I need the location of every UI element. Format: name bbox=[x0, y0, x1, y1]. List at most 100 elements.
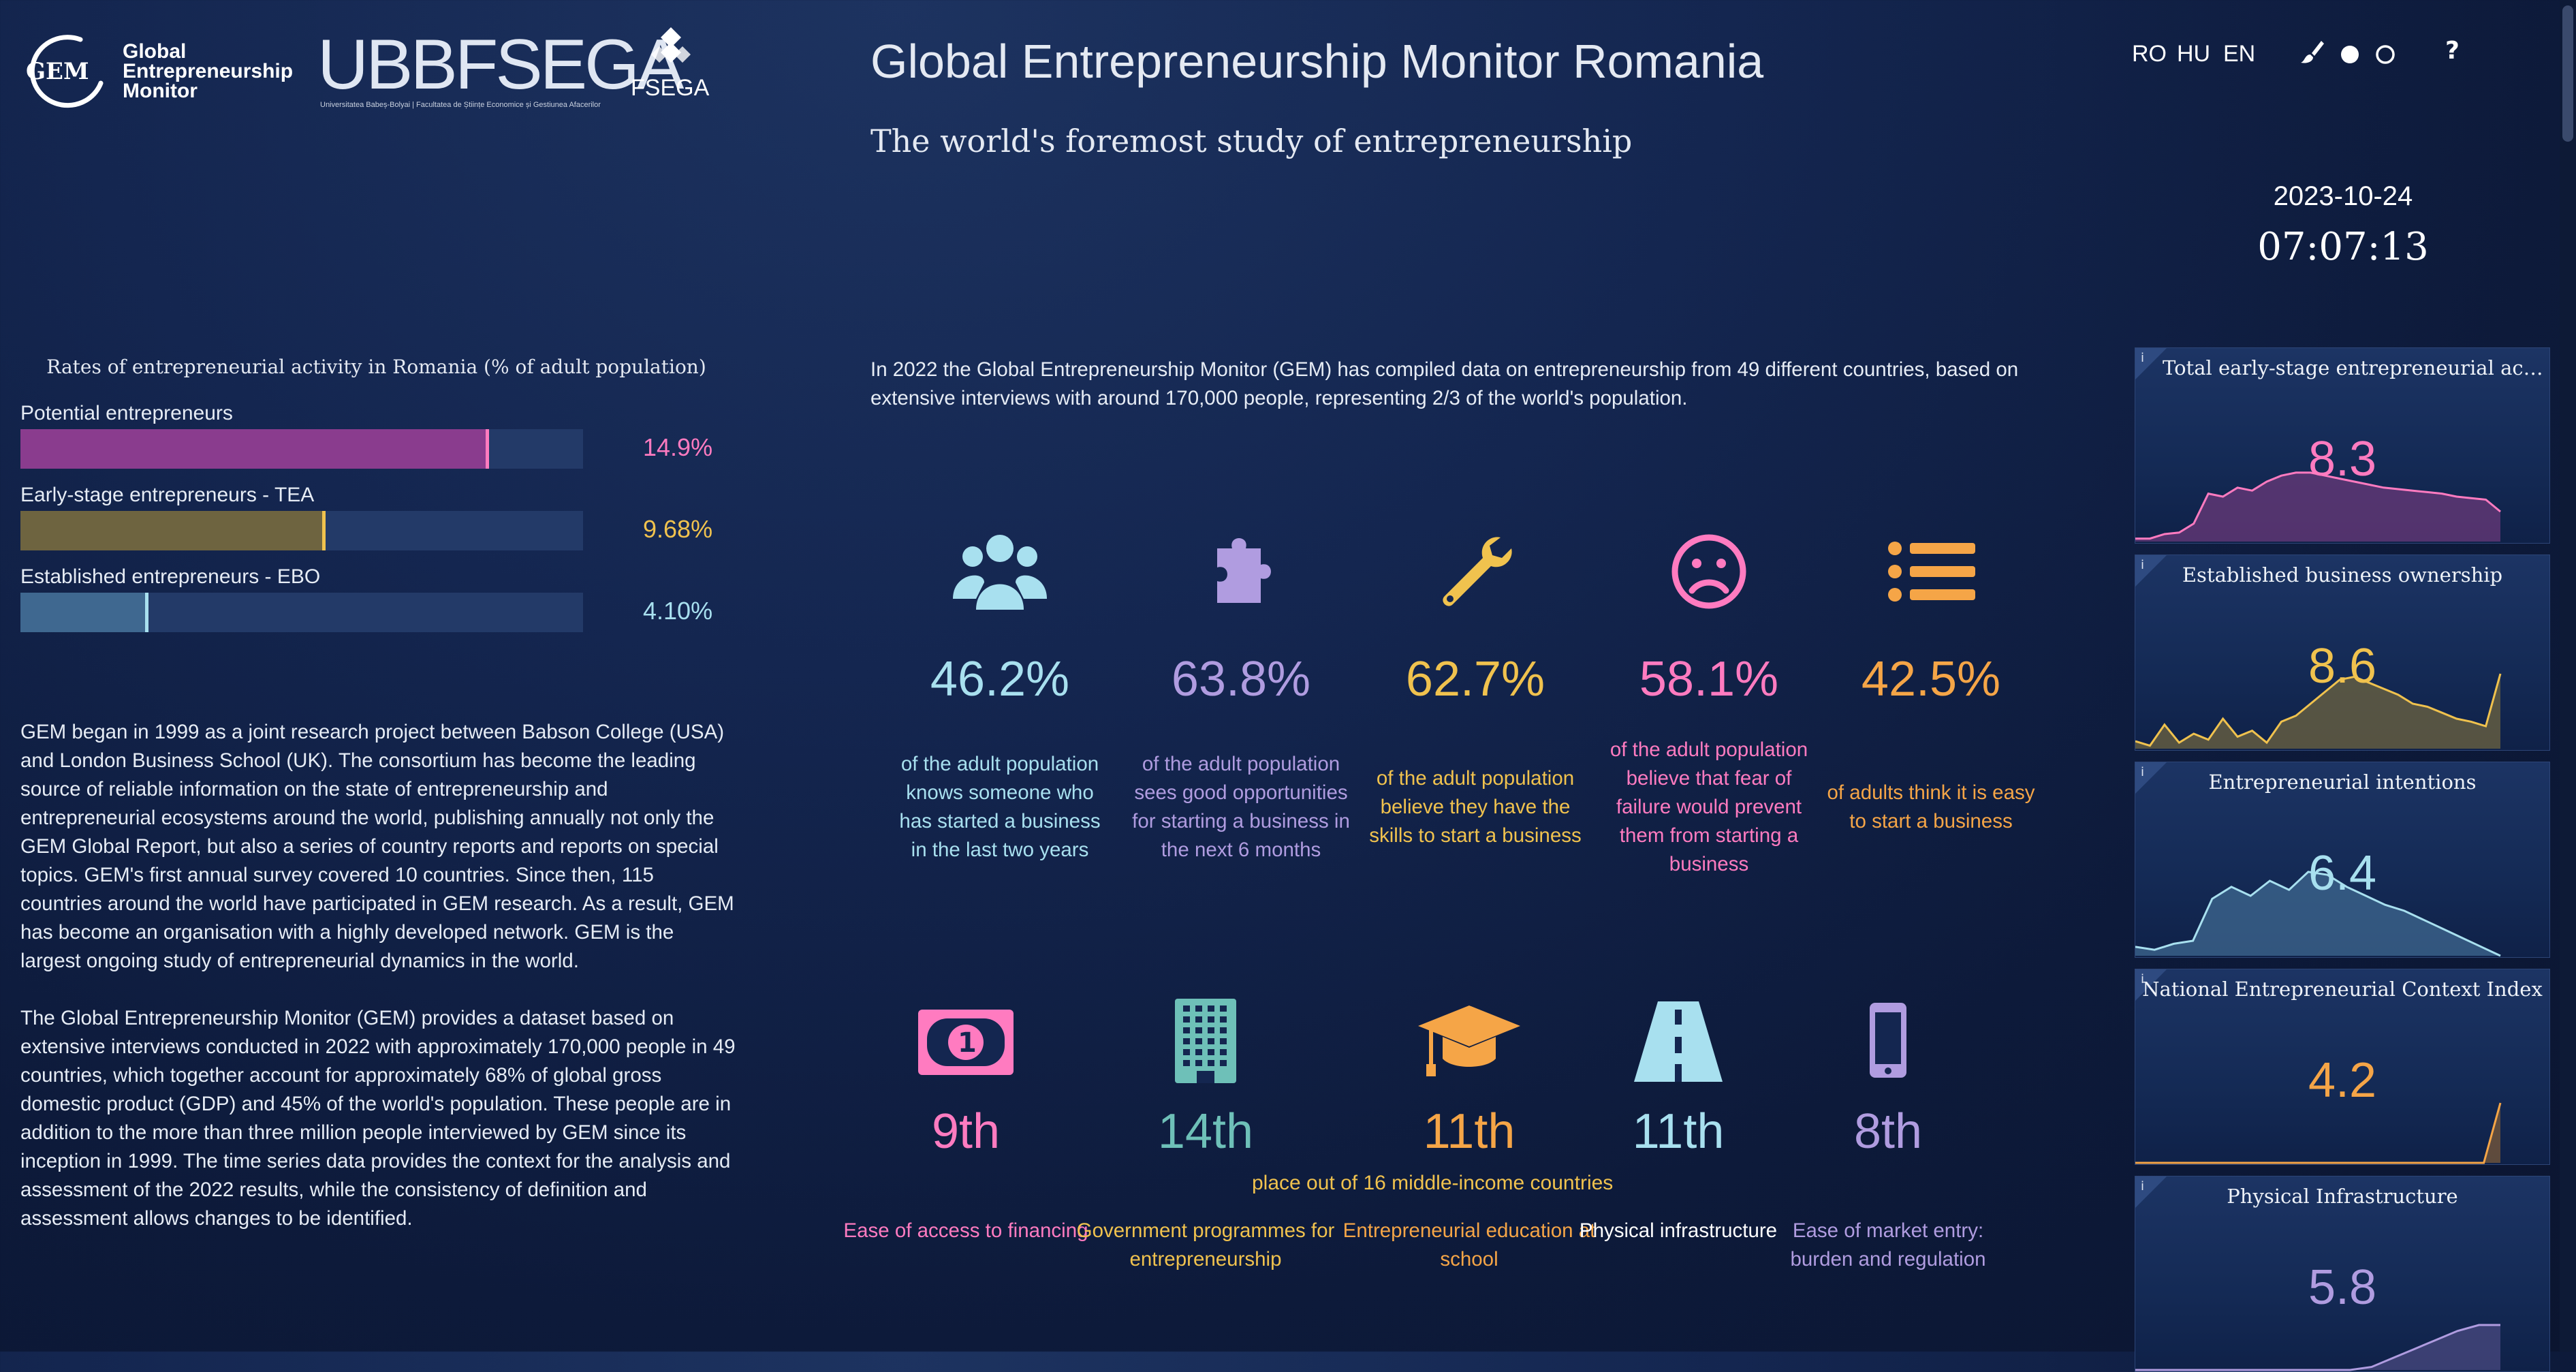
rank-value: 14th bbox=[1157, 1104, 1254, 1159]
language-ro-button[interactable]: RO bbox=[2132, 41, 2167, 67]
rank-note: place out of 16 middle-income countries bbox=[1252, 1172, 1614, 1194]
gem-logo-line-3: Monitor bbox=[123, 80, 198, 102]
info-corner[interactable] bbox=[2135, 348, 2167, 379]
fsega-mark-text: FSEGA bbox=[631, 75, 710, 101]
rank-value: 11th bbox=[1423, 1104, 1515, 1159]
ubb-fsega-logo[interactable]: UBBFSEGA bbox=[317, 25, 684, 104]
indicator-card[interactable]: i National Entrepreneurial Context Index 4… bbox=[2135, 969, 2550, 1165]
intro-text: In 2022 the Global Entrepreneurship Moni… bbox=[870, 358, 2019, 409]
indicator-card[interactable]: i Total early-stage entrepreneurial activ… bbox=[2135, 347, 2550, 544]
bar-marker bbox=[144, 593, 148, 632]
light-theme-icon[interactable] bbox=[2372, 38, 2399, 65]
users-icon bbox=[949, 528, 1051, 623]
bar-fill bbox=[20, 511, 325, 550]
bar-value: 14.9% bbox=[643, 433, 713, 461]
rank-value: 11th bbox=[1632, 1104, 1725, 1159]
card-value: 5.8 bbox=[2308, 1260, 2377, 1315]
help-icon[interactable]: ? bbox=[2445, 37, 2460, 65]
bar-value: 9.68% bbox=[643, 515, 713, 543]
card-value: 6.4 bbox=[2308, 846, 2377, 901]
gem-logo-text: Global Entrepreneurship Monitor bbox=[123, 40, 293, 102]
road-icon bbox=[1627, 996, 1729, 1091]
card-title: Physical Infrastructure bbox=[2227, 1185, 2458, 1208]
bar-track bbox=[20, 429, 583, 469]
stat-description: of the adult population believe that fea… bbox=[1609, 738, 1808, 875]
stat-description: of the adult population sees good opport… bbox=[1132, 753, 1350, 861]
card-title: Total early-stage entrepreneurial activi… bbox=[2163, 356, 2544, 379]
gem-logo-mark-text: GEM bbox=[26, 58, 89, 85]
graduation-cap-icon bbox=[1418, 996, 1520, 1091]
scrollbar-track[interactable] bbox=[2560, 0, 2576, 1352]
wrench-icon bbox=[1424, 528, 1526, 623]
ubb-fsega-logo-subtitle: Universitatea Babeș-Bolyai | Facultatea … bbox=[320, 101, 601, 109]
indicator-card[interactable]: i Entrepreneurial intentions 6.4 bbox=[2135, 762, 2550, 958]
stat-value: 58.1% bbox=[1639, 652, 1779, 706]
sparkline-area bbox=[2135, 674, 2500, 749]
fsega-mark-icon bbox=[651, 27, 691, 63]
sparkline bbox=[2135, 673, 2502, 749]
sparkline bbox=[2135, 471, 2501, 542]
sparkline bbox=[2135, 871, 2501, 957]
stat-value: 63.8% bbox=[1171, 652, 1311, 706]
info-corner[interactable] bbox=[2135, 555, 2167, 587]
stat-description: of the adult population believe they hav… bbox=[1369, 767, 1582, 847]
sparkline-area bbox=[2135, 1325, 2500, 1370]
money-icon: 1 bbox=[915, 996, 1017, 1091]
rank-description: Physical infrastructure bbox=[1579, 1219, 1778, 1242]
gem-logo[interactable]: GEM Global Entrepreneurship Monitor bbox=[20, 31, 293, 119]
bar-marker bbox=[322, 511, 326, 550]
card-value: 4.2 bbox=[2308, 1053, 2377, 1108]
card-title: Established business ownership bbox=[2182, 563, 2503, 587]
rank-description: Government programmes for entrepreneursh… bbox=[1076, 1219, 1335, 1270]
indicator-card[interactable]: i Physical Infrastructure 5.8 bbox=[2135, 1176, 2550, 1372]
list-icon bbox=[1880, 528, 1982, 623]
bar-fill bbox=[20, 429, 488, 469]
language-en-button[interactable]: EN bbox=[2223, 41, 2256, 67]
page-subtitle: The world's foremost study of entreprene… bbox=[870, 123, 1633, 159]
info-icon[interactable]: i bbox=[2141, 351, 2145, 365]
sparkline-area bbox=[2135, 472, 2500, 542]
sparkline-line bbox=[2135, 871, 2501, 957]
info-corner[interactable] bbox=[2135, 969, 2167, 1001]
info-icon[interactable]: i bbox=[2141, 558, 2145, 572]
gem-logo-line-1: Global bbox=[123, 40, 187, 63]
about-paragraph-1: GEM began in 1999 as a joint research pr… bbox=[20, 721, 734, 972]
dark-theme-icon[interactable] bbox=[2336, 38, 2363, 65]
gem-logo-mark: GEM bbox=[26, 35, 104, 108]
stat-description: of adults think it is easy to start a bu… bbox=[1827, 781, 2035, 832]
current-date: 2023-10-24 bbox=[2273, 181, 2413, 211]
info-icon[interactable]: i bbox=[2141, 765, 2145, 779]
stat-value: 46.2% bbox=[930, 652, 1070, 706]
info-corner[interactable] bbox=[2135, 1176, 2167, 1208]
stat-value: 42.5% bbox=[1861, 652, 2001, 706]
about-paragraph-2: The Global Entrepreneurship Monitor (GEM… bbox=[20, 1007, 736, 1230]
rates-chart-title: Rates of entrepreneurial activity in Rom… bbox=[46, 356, 706, 378]
rank-description: Ease of access to financing bbox=[843, 1219, 1088, 1242]
building-icon bbox=[1155, 996, 1257, 1091]
info-corner[interactable] bbox=[2135, 762, 2167, 794]
current-time: 07:07:13 bbox=[2257, 225, 2429, 269]
brush-icon[interactable] bbox=[2298, 38, 2325, 65]
info-icon[interactable]: i bbox=[2141, 1179, 2145, 1194]
sparkline-area bbox=[2135, 1103, 2500, 1163]
bar-label: Early-stage entrepreneurs - TEA bbox=[20, 484, 315, 506]
bar-label: Established entrepreneurs - EBO bbox=[20, 565, 321, 588]
rank-description: Entrepreneurial education at school bbox=[1342, 1219, 1596, 1270]
sparkline-line bbox=[2135, 471, 2501, 540]
info-icon[interactable]: i bbox=[2141, 972, 2145, 986]
stat-value: 62.7% bbox=[1405, 652, 1545, 706]
sparkline-area bbox=[2135, 871, 2500, 956]
indicator-card[interactable]: i Established business ownership 8.6 bbox=[2135, 555, 2550, 751]
rank-value: 8th bbox=[1853, 1104, 1923, 1159]
language-hu-button[interactable]: HU bbox=[2177, 41, 2211, 67]
puzzle-icon bbox=[1190, 528, 1292, 623]
bar-marker bbox=[485, 429, 489, 469]
rank-description: Ease of market entry: burden and regulat… bbox=[1790, 1219, 1986, 1270]
sparkline bbox=[2135, 1102, 2502, 1164]
scrollbar-thumb[interactable] bbox=[2562, 5, 2573, 142]
bar-track bbox=[20, 511, 583, 550]
phone-icon bbox=[1837, 996, 1939, 1091]
card-value: 8.6 bbox=[2308, 639, 2377, 693]
card-title: Entrepreneurial intentions bbox=[2208, 770, 2477, 794]
bar-label: Potential entrepreneurs bbox=[20, 402, 233, 424]
